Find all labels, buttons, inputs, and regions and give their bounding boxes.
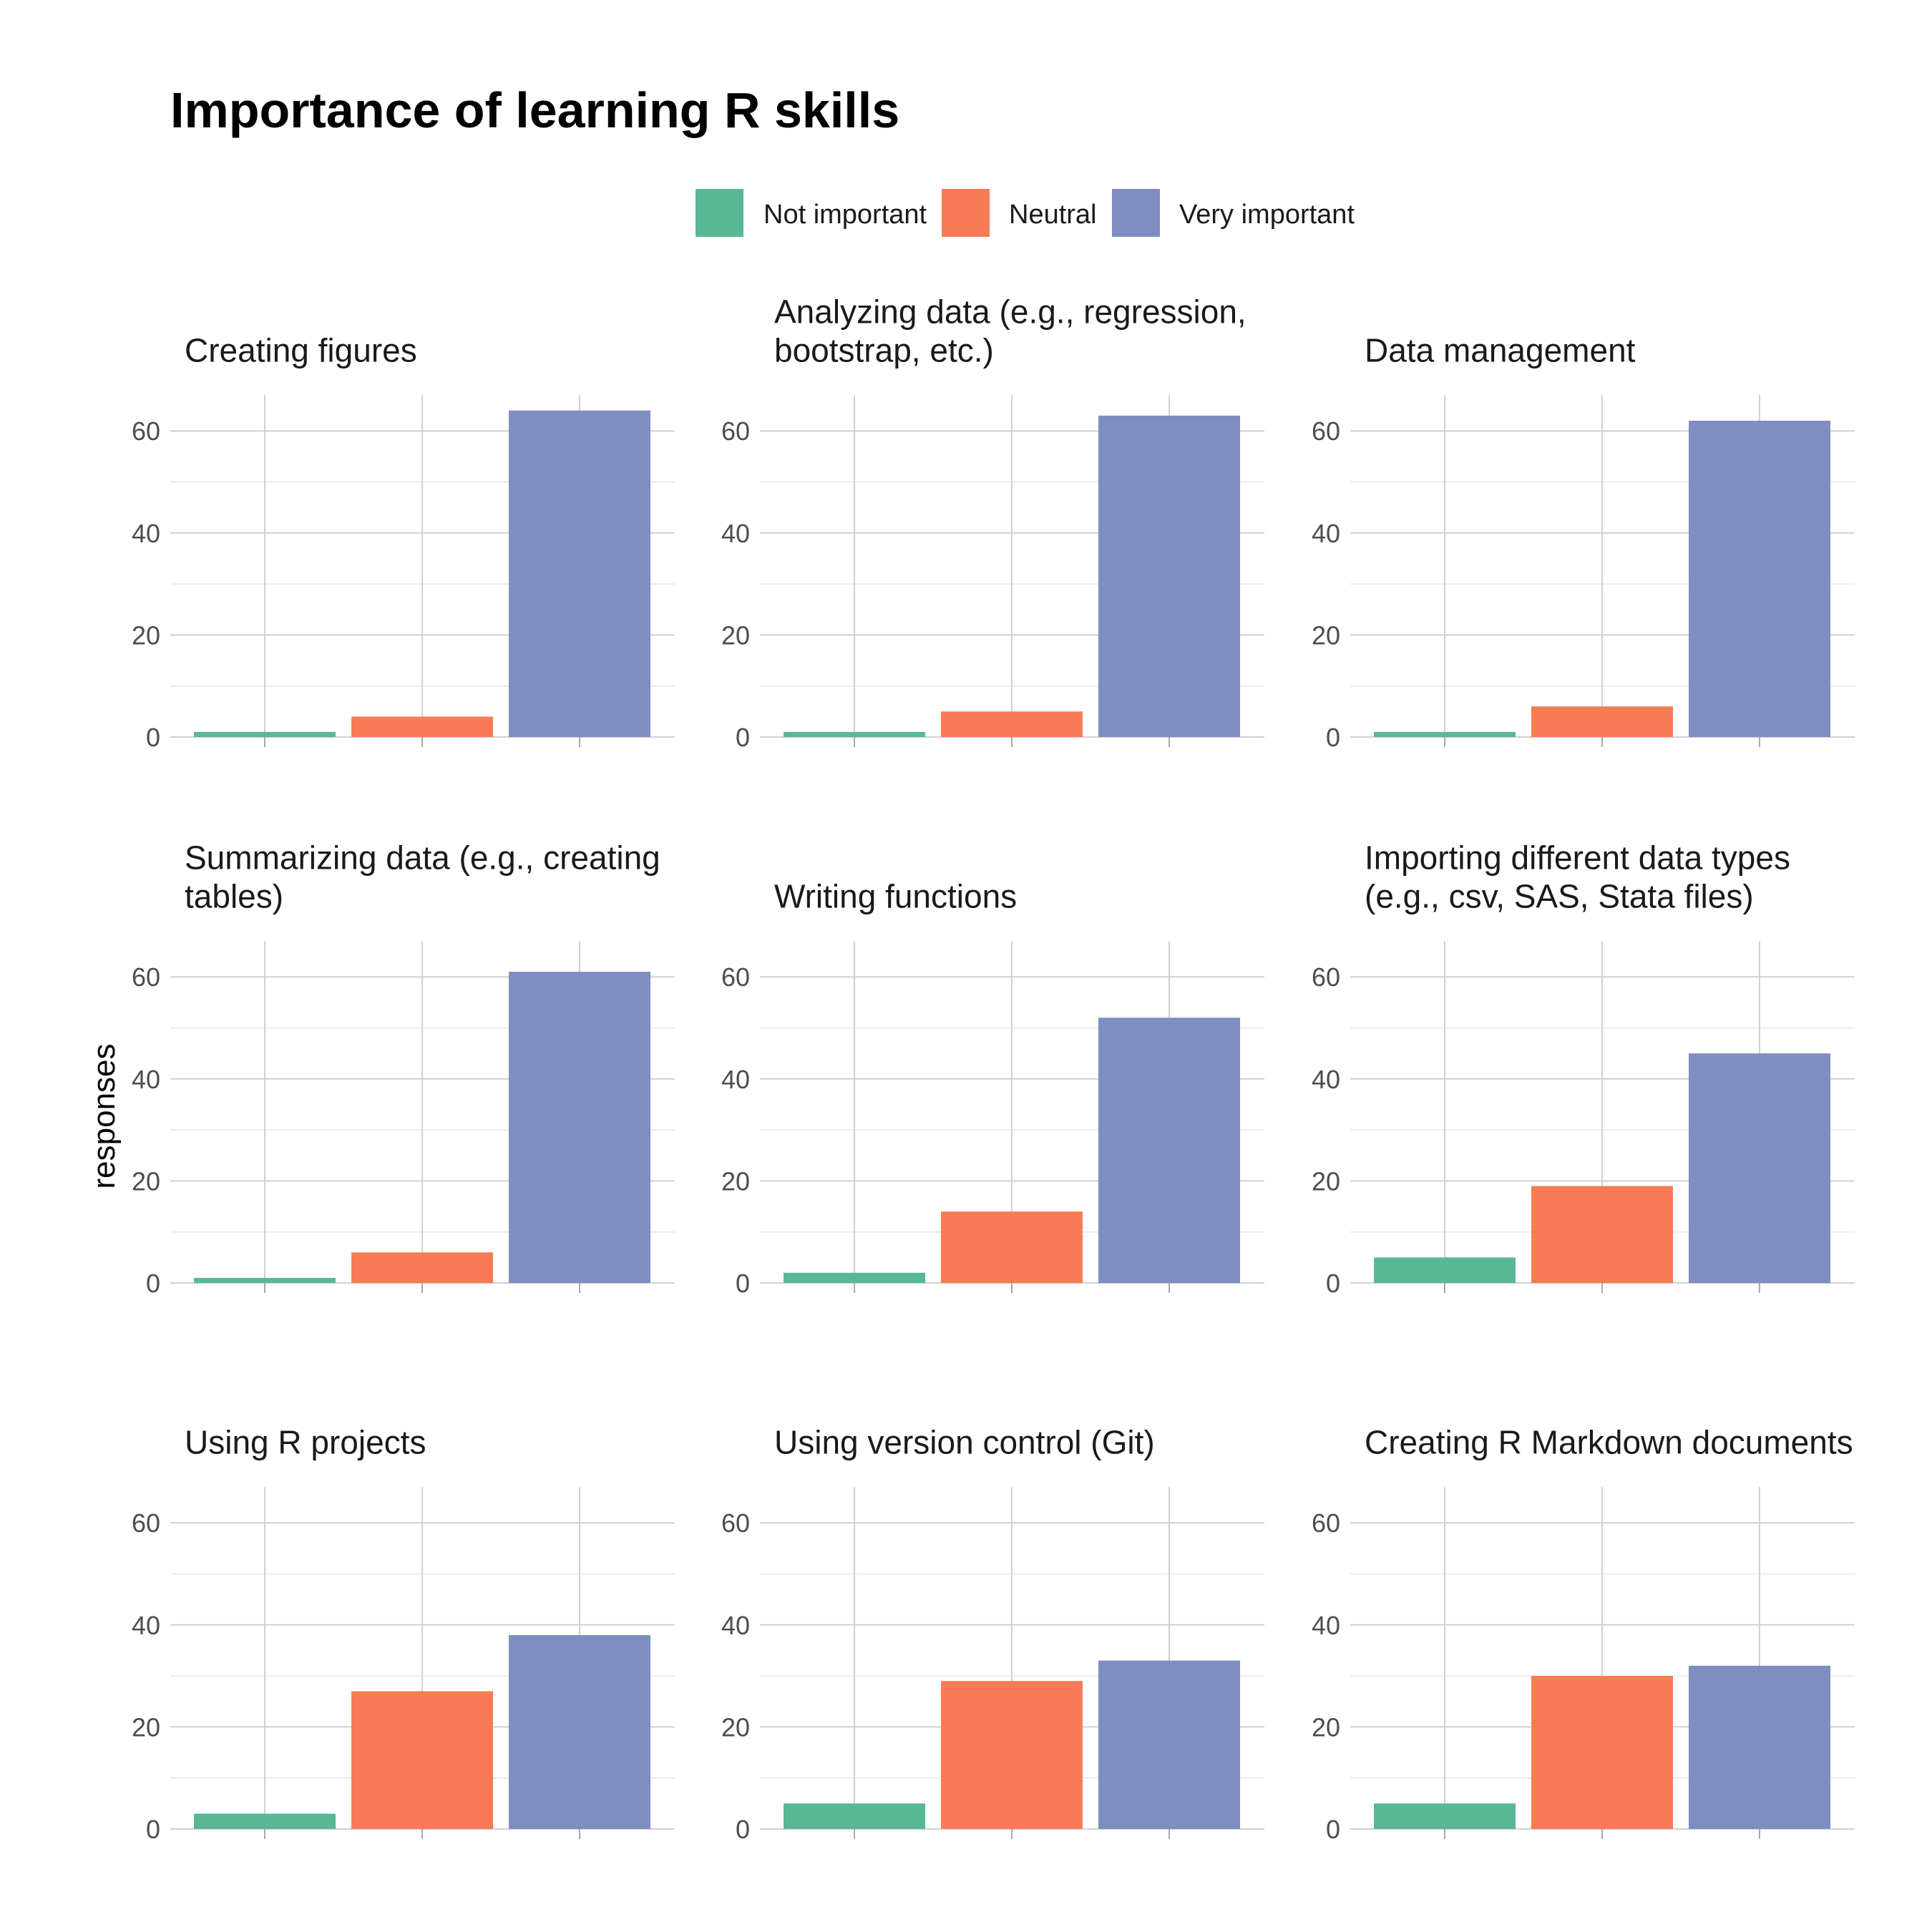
bar-very-important	[1098, 415, 1240, 737]
facet-2: 0 20 40 60 Data management	[1312, 331, 1855, 752]
facet-5: 0 20 40 60 Importing different data types (e.…	[1312, 839, 1855, 1298]
facet-7: 0 20 40 60 Using version control (Git)	[721, 1423, 1264, 1844]
bar-not-important	[1374, 1803, 1516, 1829]
bar-not-important	[1374, 731, 1516, 737]
y-tick-label: 60	[132, 1508, 160, 1538]
facet-title: Summarizing data (e.g., creating tables)	[185, 839, 660, 914]
y-tick-label: 0	[146, 1269, 160, 1298]
bar-neutral	[1531, 706, 1673, 737]
facet-title: Writing functions	[774, 877, 1017, 914]
y-tick-label: 20	[132, 620, 160, 650]
y-tick-label: 40	[721, 1065, 750, 1094]
bar-not-important	[194, 1813, 336, 1829]
y-tick-label: 20	[132, 1712, 160, 1742]
bar-neutral	[351, 716, 493, 737]
facet-8: 0 20 40 60 Creating R Markdown documents	[1312, 1423, 1855, 1844]
facet-1: 0 20 40 60 Analyzing data (e.g., regression,…	[721, 293, 1264, 752]
bar-very-important	[1689, 1665, 1830, 1829]
y-tick-label: 60	[721, 962, 750, 992]
y-tick-label: 20	[1312, 620, 1340, 650]
bar-not-important	[784, 731, 925, 737]
y-tick-label: 0	[146, 723, 160, 752]
legend-swatch-0	[696, 189, 743, 237]
bar-not-important	[194, 1277, 336, 1283]
y-tick-label: 60	[1312, 962, 1340, 992]
y-tick-label: 40	[132, 1611, 160, 1640]
y-tick-label: 40	[721, 1611, 750, 1640]
y-tick-label: 0	[1326, 1269, 1340, 1298]
y-tick-label: 40	[1312, 1065, 1340, 1094]
bar-very-important	[1098, 1660, 1240, 1829]
y-tick-label: 40	[1312, 519, 1340, 548]
facet-title: Data management	[1365, 331, 1636, 369]
y-tick-label: 20	[721, 1712, 750, 1742]
bar-not-important	[784, 1803, 925, 1829]
y-tick-label: 40	[132, 519, 160, 548]
y-tick-label: 0	[1326, 723, 1340, 752]
bar-not-important	[1374, 1257, 1516, 1283]
y-tick-label: 40	[1312, 1611, 1340, 1640]
facet-title: Using version control (Git)	[774, 1423, 1155, 1460]
y-tick-label: 60	[132, 416, 160, 446]
y-tick-label: 0	[736, 1815, 750, 1844]
bar-neutral	[941, 711, 1083, 737]
bar-not-important	[194, 731, 336, 737]
facet-title: Creating R Markdown documents	[1365, 1423, 1853, 1460]
bar-neutral	[351, 1252, 493, 1283]
facet-title: Analyzing data (e.g., regression, bootstr…	[774, 293, 1246, 369]
facet-3: 0 20 40 60 Summarizing data (e.g., creating t…	[132, 839, 675, 1298]
y-tick-label: 20	[721, 1166, 750, 1196]
legend-swatch-1	[942, 189, 990, 237]
bar-very-important	[1689, 420, 1830, 737]
y-tick-label: 60	[1312, 416, 1340, 446]
y-tick-label: 0	[146, 1815, 160, 1844]
y-tick-label: 0	[736, 1269, 750, 1298]
bar-neutral	[351, 1691, 493, 1829]
y-tick-label: 0	[736, 723, 750, 752]
y-tick-label: 20	[1312, 1712, 1340, 1742]
bar-very-important	[509, 410, 650, 737]
y-tick-label: 20	[721, 620, 750, 650]
facet-6: 0 20 40 60 Using R projects	[132, 1423, 675, 1844]
facet-4: 0 20 40 60 Writing functions	[721, 877, 1264, 1298]
y-axis-label: responses	[87, 1043, 122, 1189]
bar-neutral	[941, 1681, 1083, 1829]
legend-label-0: Not important	[763, 200, 927, 230]
y-tick-label: 60	[721, 416, 750, 446]
facet-title: Creating figures	[185, 331, 417, 369]
bar-neutral	[1531, 1676, 1673, 1829]
bar-very-important	[1098, 1018, 1240, 1283]
facet-0: 0 20 40 60 Creating figures	[132, 331, 675, 752]
chart-title: Importance of learning R skills	[170, 82, 899, 138]
bar-neutral	[1531, 1186, 1673, 1283]
facet-grid: 0 20 40 60 Creating figures 0 20 40 60 Analyzing …	[132, 293, 1855, 1844]
bar-very-important	[1689, 1053, 1830, 1283]
y-tick-label: 40	[721, 519, 750, 548]
y-tick-label: 0	[1326, 1815, 1340, 1844]
legend-label-1: Neutral	[1009, 200, 1097, 230]
legend-swatch-2	[1112, 189, 1160, 237]
y-tick-label: 20	[132, 1166, 160, 1196]
y-tick-label: 60	[721, 1508, 750, 1538]
y-tick-label: 20	[1312, 1166, 1340, 1196]
facet-title: Importing different data types (e.g., csv…	[1365, 839, 1790, 914]
bar-very-important	[509, 1635, 650, 1829]
y-tick-label: 40	[132, 1065, 160, 1094]
bar-not-important	[784, 1272, 925, 1283]
y-tick-label: 60	[1312, 1508, 1340, 1538]
facet-title: Using R projects	[185, 1423, 426, 1460]
y-tick-label: 60	[132, 962, 160, 992]
legend: Not important Neutral Very important	[696, 189, 1355, 237]
bar-neutral	[941, 1211, 1083, 1283]
legend-label-2: Very important	[1179, 200, 1355, 230]
bar-very-important	[509, 972, 650, 1283]
